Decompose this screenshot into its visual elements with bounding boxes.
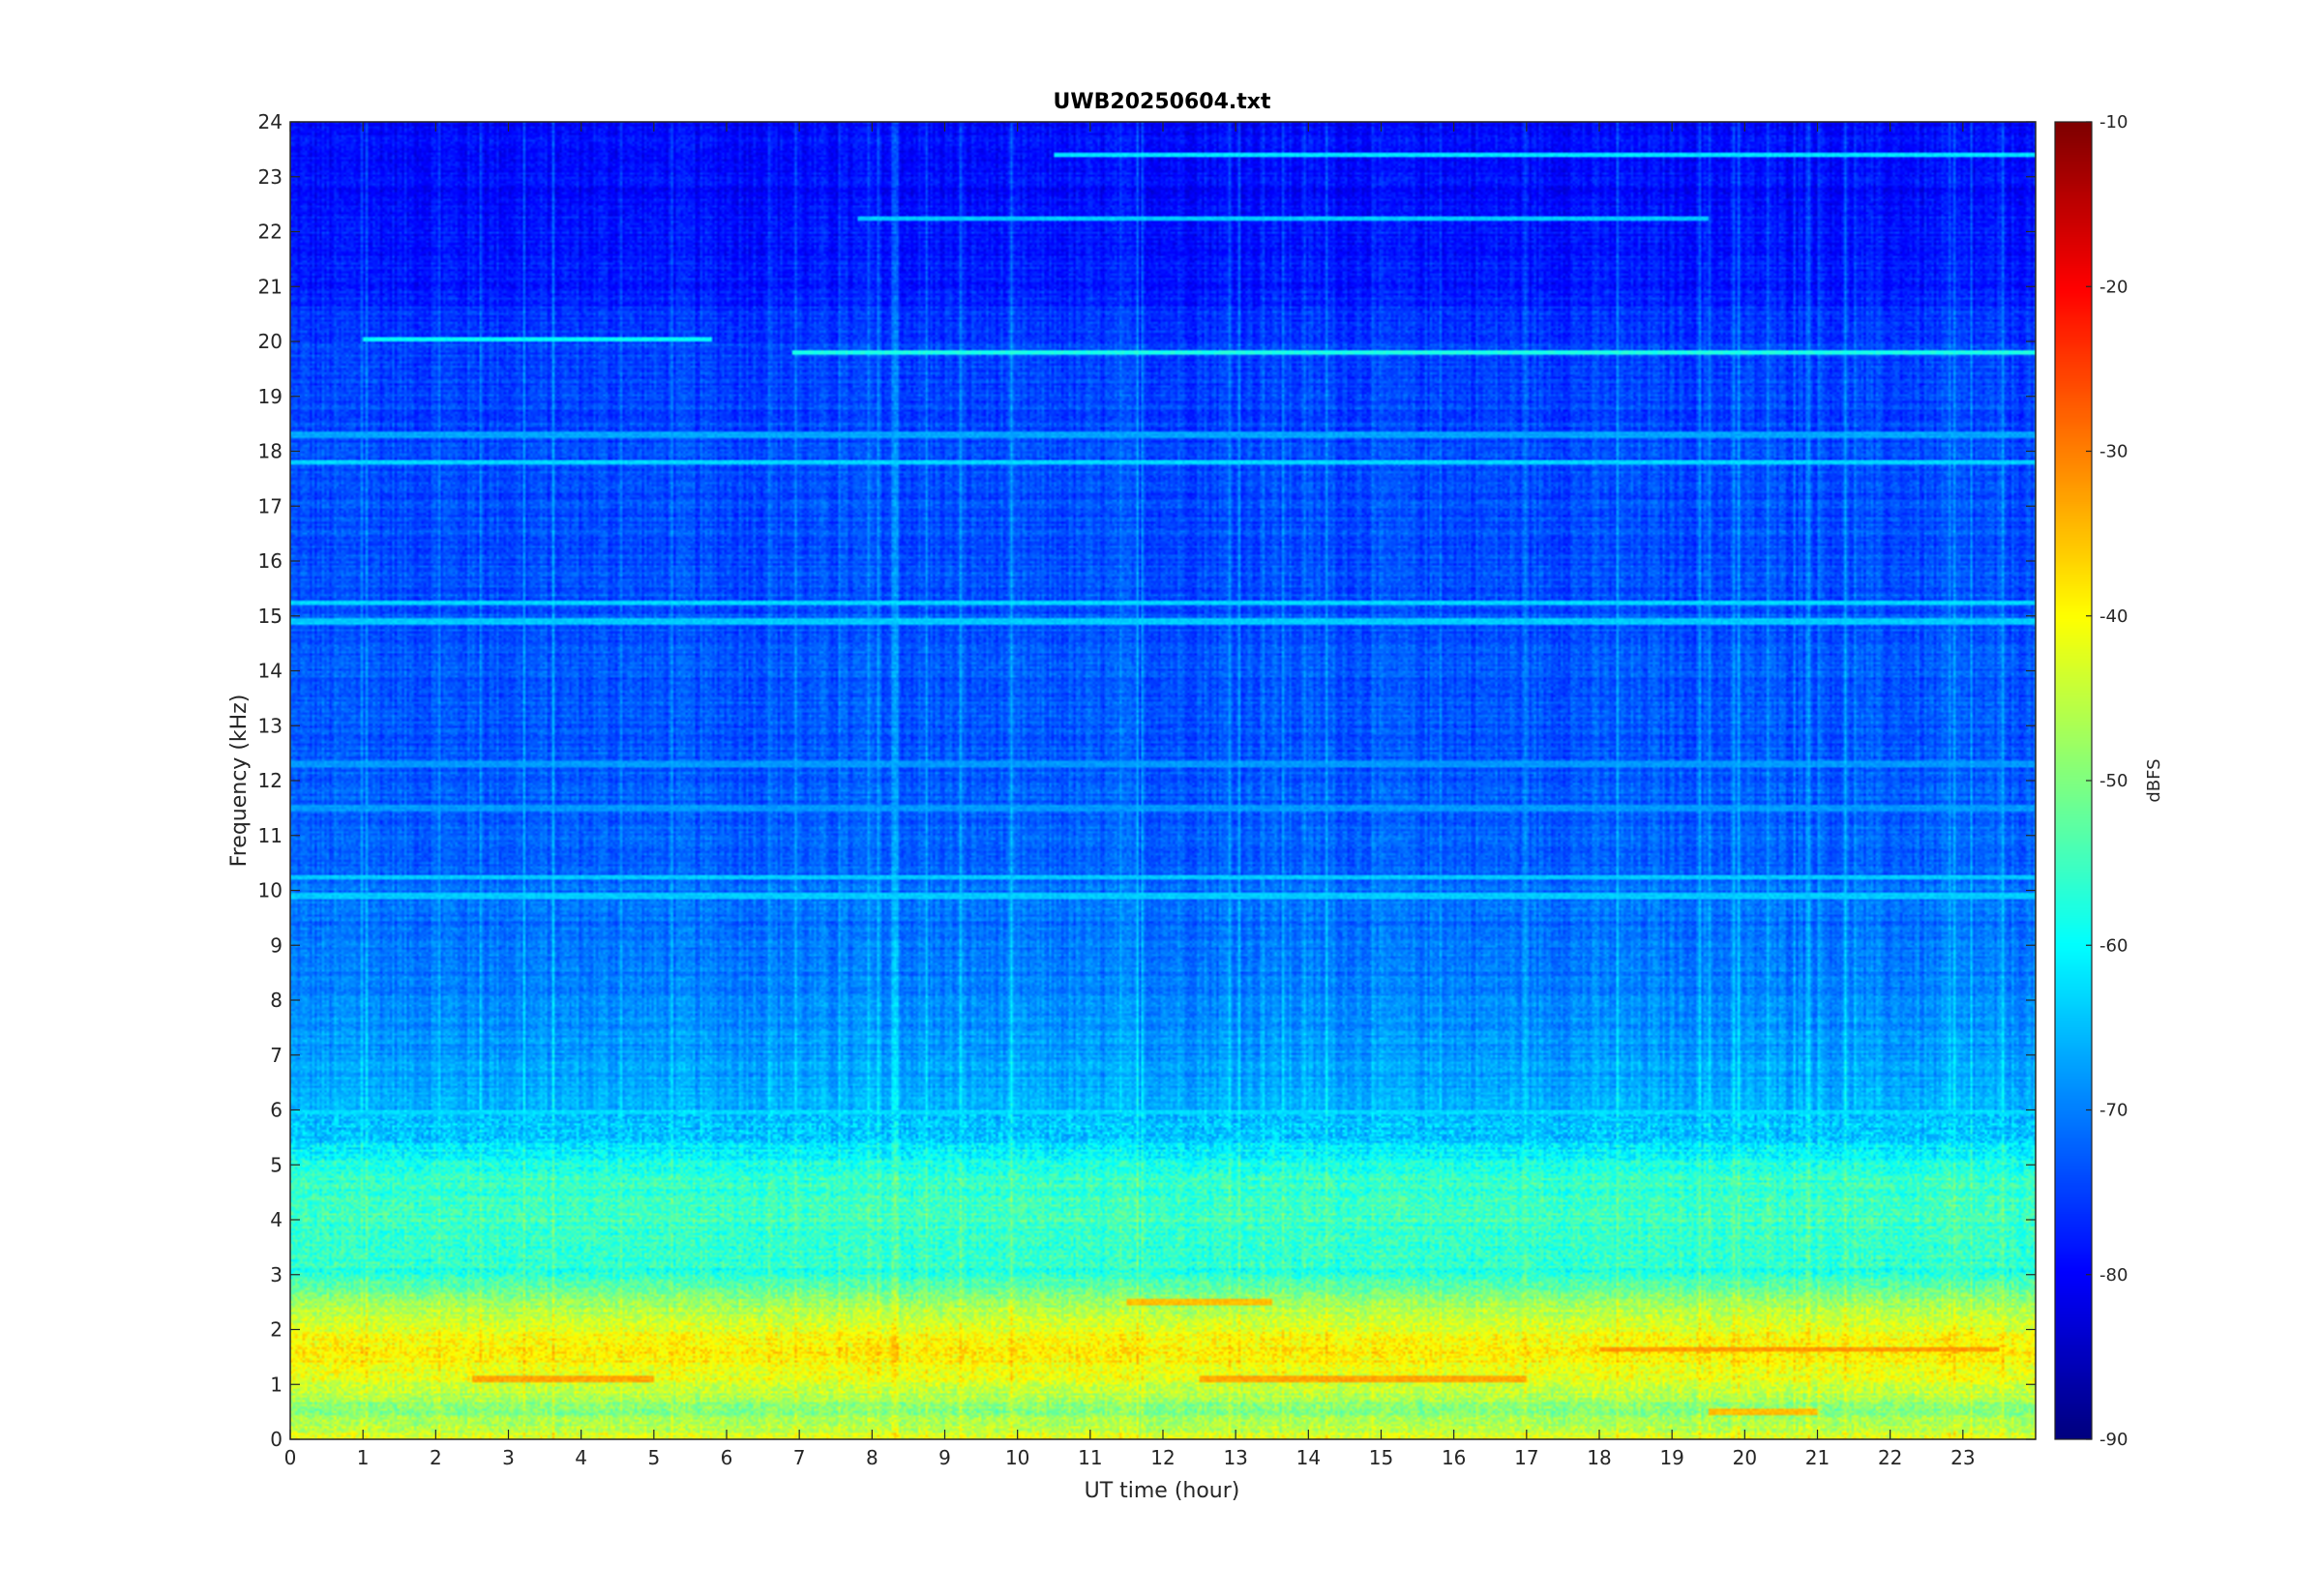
y-tick-label: 16 — [258, 549, 283, 573]
x-tick-label: 0 — [284, 1446, 297, 1469]
x-tick-label: 9 — [938, 1446, 951, 1469]
spectrogram-heatmap — [290, 122, 2036, 1439]
y-tick-label: 2 — [270, 1318, 283, 1342]
colorbar-gradient — [2055, 122, 2092, 1439]
colorbar-tick-label: -30 — [2099, 442, 2128, 462]
y-tick-label: 9 — [270, 933, 283, 957]
x-tick-label: 17 — [1514, 1446, 1538, 1469]
y-tick-label: 22 — [258, 221, 283, 244]
y-tick-label: 14 — [258, 660, 283, 683]
y-tick-label: 12 — [258, 769, 283, 792]
x-tick-label: 15 — [1369, 1446, 1393, 1469]
x-tick-label: 8 — [866, 1446, 878, 1469]
y-tick-label: 0 — [270, 1428, 283, 1451]
y-tick-label: 11 — [258, 824, 283, 847]
y-tick-label: 6 — [270, 1099, 283, 1122]
x-tick-label: 12 — [1150, 1446, 1175, 1469]
colorbar-tick-label: -20 — [2099, 277, 2128, 297]
x-tick-label: 11 — [1078, 1446, 1102, 1469]
y-tick-label: 8 — [270, 989, 283, 1012]
chart-title: UWB20250604.txt — [1054, 90, 1271, 114]
x-tick-label: 18 — [1587, 1446, 1611, 1469]
y-tick-label: 17 — [258, 494, 283, 517]
y-tick-label: 13 — [258, 714, 283, 737]
y-tick-label: 10 — [258, 879, 283, 902]
colorbar: -10 -20 -30 -40 -50 -60 -70 -80 -90 dBFS — [2054, 112, 2164, 1450]
x-tick-label: 6 — [721, 1446, 733, 1469]
y-tick-label: 21 — [258, 275, 283, 298]
y-tick-label: 4 — [270, 1208, 283, 1231]
colorbar-tick-label: -90 — [2099, 1430, 2128, 1450]
colorbar-tick-label: -40 — [2099, 606, 2128, 627]
y-tick-label: 24 — [258, 110, 283, 133]
x-tick-label: 22 — [1878, 1446, 1902, 1469]
x-tick-label: 21 — [1805, 1446, 1830, 1469]
y-tick-label: 3 — [270, 1263, 283, 1286]
y-tick-label: 15 — [258, 605, 283, 628]
spectrogram-plot-area — [289, 121, 2037, 1440]
x-tick-label: 14 — [1296, 1446, 1321, 1469]
colorbar-label: dBFS — [2144, 758, 2164, 802]
colorbar-tick-label: -60 — [2099, 935, 2128, 956]
x-tick-label: 5 — [647, 1446, 660, 1469]
colorbar-tick-label: -50 — [2099, 771, 2128, 791]
y-tick-label: 19 — [258, 385, 283, 408]
x-tick-label: 16 — [1442, 1446, 1466, 1469]
colorbar-tick-label: -10 — [2099, 112, 2128, 133]
x-tick-label: 7 — [793, 1446, 806, 1469]
y-tick-label: 20 — [258, 330, 283, 353]
x-tick-label: 23 — [1950, 1446, 1975, 1469]
x-tick-label: 20 — [1733, 1446, 1757, 1469]
x-axis-label: UT time (hour) — [1085, 1479, 1240, 1503]
colorbar-tick-label: -70 — [2099, 1101, 2128, 1121]
colorbar-tick-label: -80 — [2099, 1265, 2128, 1286]
y-tick-label: 1 — [270, 1373, 283, 1396]
y-tick-label: 7 — [270, 1044, 283, 1067]
x-tick-label: 2 — [430, 1446, 442, 1469]
x-tick-label: 13 — [1223, 1446, 1247, 1469]
x-tick-label: 3 — [502, 1446, 515, 1469]
x-tick-label: 10 — [1005, 1446, 1029, 1469]
x-axis: 0 1 2 3 4 5 6 7 8 9 10 11 12 13 14 15 16 17 18 19 20 21 22 23 — [284, 122, 1976, 1469]
x-tick-label: 19 — [1659, 1446, 1683, 1469]
y-tick-label: 5 — [270, 1153, 283, 1176]
colorbar-ticks: -10 -20 -30 -40 -50 -60 -70 -80 -90 — [2086, 112, 2128, 1450]
y-tick-label: 23 — [258, 165, 283, 189]
x-tick-label: 4 — [575, 1446, 587, 1469]
y-tick-label: 18 — [258, 440, 283, 463]
y-axis-label: Frequency (kHz) — [227, 695, 252, 868]
x-tick-label: 1 — [357, 1446, 370, 1469]
